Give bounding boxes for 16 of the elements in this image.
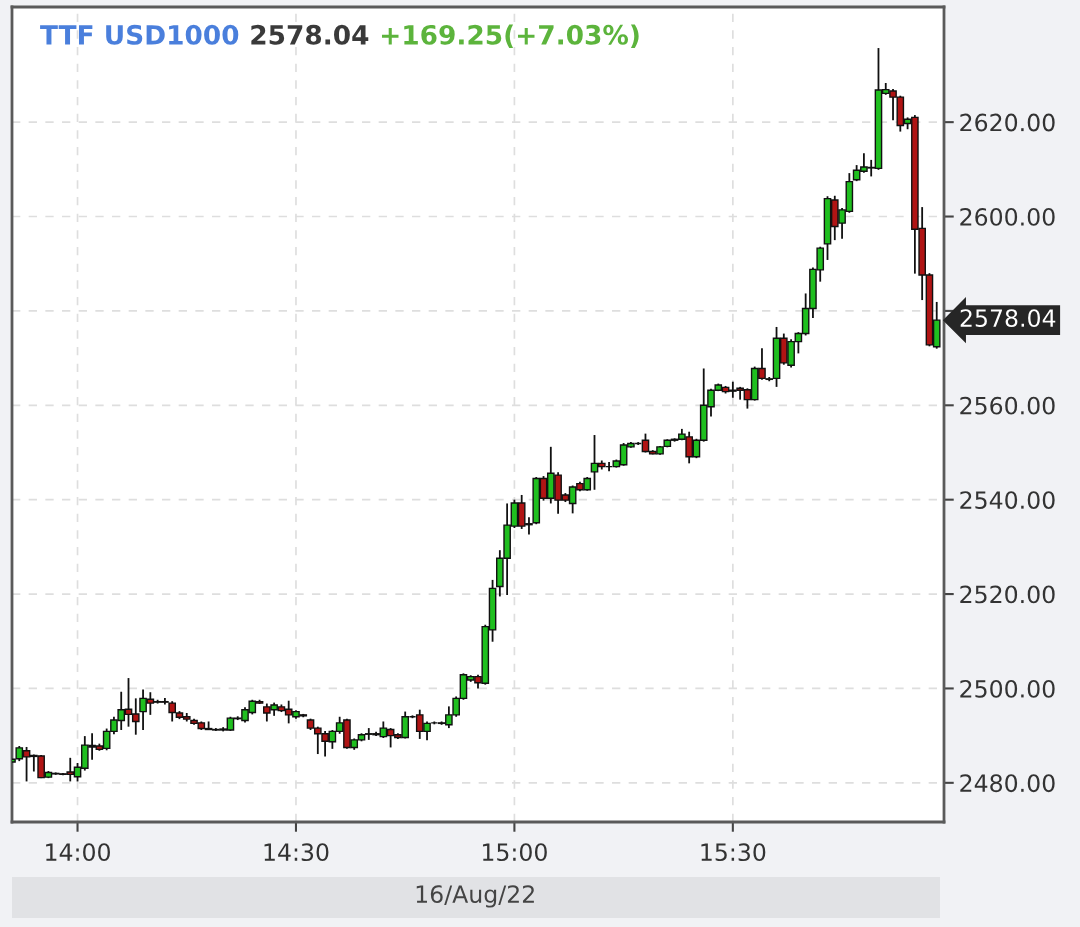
x-tick-label: 14:00 [46,843,110,862]
x-tick-label: 15:30 [701,843,766,862]
x-axis-title: 16/Aug/22 [416,885,534,908]
y-tick-label: 2480.00 [960,774,1055,793]
y-tick-label: 2500.00 [960,679,1055,698]
annotation: 2578.04 [251,24,369,45]
y-tick-label: 2540.00 [960,491,1055,509]
x-tick-label: 14:30 [264,843,329,862]
y-tick-label: 2600.00 [960,207,1055,226]
annotation: +169.25(+7.03%) [381,24,639,48]
text: TTF USD1000 [40,24,239,45]
x-tick-label: 15:00 [482,843,547,862]
y-tick-label: 2560.00 [960,396,1055,415]
annotation: 2578.04 [960,309,1056,328]
y-tick-label: 2620.00 [960,113,1055,132]
y-tick-label: 2520.00 [960,585,1055,604]
